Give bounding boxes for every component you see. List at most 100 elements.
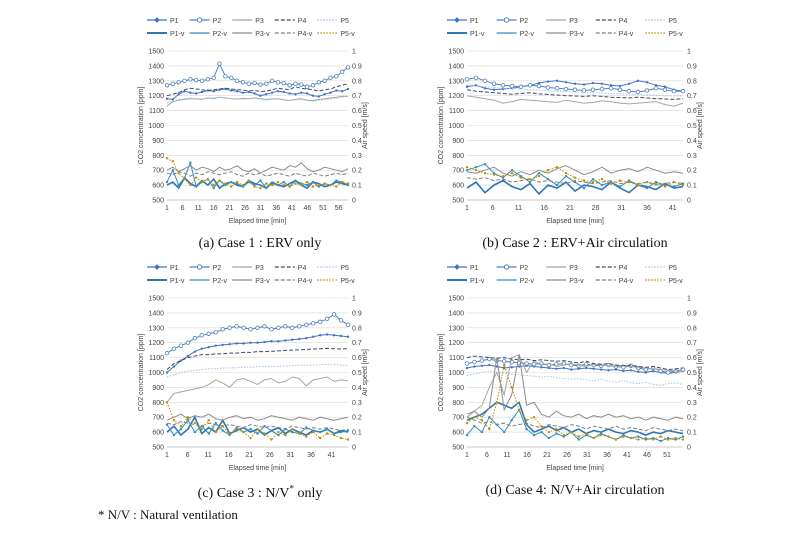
data-point <box>608 86 614 91</box>
data-point <box>199 333 205 338</box>
data-point <box>503 363 506 367</box>
series-line <box>166 402 349 441</box>
data-point <box>258 82 263 87</box>
data-point <box>562 366 566 370</box>
x-tick-label: 11 <box>503 452 510 459</box>
data-point <box>528 177 532 181</box>
data-point <box>479 358 485 363</box>
data-point <box>207 345 210 349</box>
data-point <box>680 89 686 94</box>
legend-marker <box>196 17 203 23</box>
data-point <box>252 80 257 86</box>
data-point <box>570 430 573 434</box>
y2-tick-label: 0.3 <box>687 153 697 160</box>
data-point <box>311 335 315 338</box>
legend-entry: P3-v <box>232 31 270 38</box>
data-point <box>248 327 253 332</box>
legend-entry: P2-v <box>496 31 534 38</box>
y2-tick-label: 0.9 <box>687 63 697 70</box>
data-point <box>172 418 176 422</box>
data-point <box>555 367 558 370</box>
data-point <box>546 169 550 172</box>
data-point <box>270 91 274 94</box>
legend-entry: P5 <box>317 265 349 272</box>
series-line <box>466 416 684 432</box>
data-point <box>275 80 281 85</box>
y2-tick-label: 0.7 <box>687 340 697 347</box>
data-point <box>305 183 309 187</box>
x-tick-label: 41 <box>328 452 336 459</box>
y2-tick-label: 0.9 <box>687 310 697 317</box>
data-point <box>492 173 496 176</box>
data-point <box>663 85 667 88</box>
legend-label: P3-v <box>569 278 584 285</box>
data-point <box>193 421 197 425</box>
data-point <box>500 83 506 88</box>
caption-c: (c) Case 3 : N/V* only <box>197 483 323 501</box>
data-point <box>599 433 603 437</box>
x-tick-label: 51 <box>663 452 671 459</box>
data-point <box>235 180 239 184</box>
series-p4-v <box>166 171 349 177</box>
series-p5 <box>166 95 349 104</box>
data-point <box>263 432 266 435</box>
data-point <box>672 185 676 188</box>
data-point <box>220 327 225 332</box>
legend-entry: P4 <box>274 18 306 25</box>
data-point <box>510 386 513 389</box>
data-point <box>235 90 239 93</box>
data-point <box>322 78 327 83</box>
y-tick-label: 1400 <box>148 310 164 317</box>
series-p1 <box>165 87 350 101</box>
data-point <box>528 180 532 184</box>
series-line <box>166 413 349 421</box>
data-point <box>510 171 514 175</box>
data-point <box>582 179 586 182</box>
data-point <box>305 426 308 429</box>
data-point <box>171 169 175 172</box>
data-point <box>659 435 662 438</box>
data-point <box>256 427 259 431</box>
y2-tick-label: 0 <box>352 198 356 205</box>
y2-tick-label: 0.4 <box>687 138 697 145</box>
data-point <box>171 160 175 163</box>
data-point <box>339 334 343 338</box>
legend-label: P2-v <box>213 278 228 285</box>
series-line <box>166 83 349 97</box>
x-tick-label: 26 <box>563 452 571 459</box>
data-point <box>247 90 250 94</box>
data-point <box>212 90 215 93</box>
data-point <box>200 427 204 431</box>
data-point <box>599 368 603 371</box>
data-point <box>189 161 192 164</box>
data-point <box>581 88 587 93</box>
legend-label: P1-v <box>170 278 185 285</box>
data-point <box>259 186 262 190</box>
legend-entry: P5 <box>317 18 349 25</box>
data-point <box>284 433 287 437</box>
data-point <box>618 84 622 88</box>
y-tick-label: 500 <box>152 198 164 205</box>
legend-entry: P4 <box>274 265 306 272</box>
legend-label: P1 <box>170 18 179 25</box>
data-point <box>614 438 618 441</box>
y-tick-label: 1500 <box>448 296 464 303</box>
data-point <box>622 369 625 373</box>
data-point <box>234 78 240 83</box>
data-point <box>288 92 291 95</box>
y-tick-label: 1400 <box>448 310 464 317</box>
data-point <box>189 91 192 94</box>
series-line <box>466 370 684 386</box>
data-point <box>577 435 580 438</box>
data-point <box>600 177 604 181</box>
y-tick-label: 1500 <box>148 49 164 56</box>
series-line <box>466 165 684 177</box>
legend-label: P5 <box>340 18 349 25</box>
data-point <box>618 185 622 188</box>
y2-tick-label: 0.1 <box>687 430 697 437</box>
series-line <box>466 400 684 436</box>
series-p1 <box>465 79 685 93</box>
y-tick-label: 500 <box>452 198 464 205</box>
data-point <box>509 83 515 89</box>
data-point <box>555 183 559 187</box>
